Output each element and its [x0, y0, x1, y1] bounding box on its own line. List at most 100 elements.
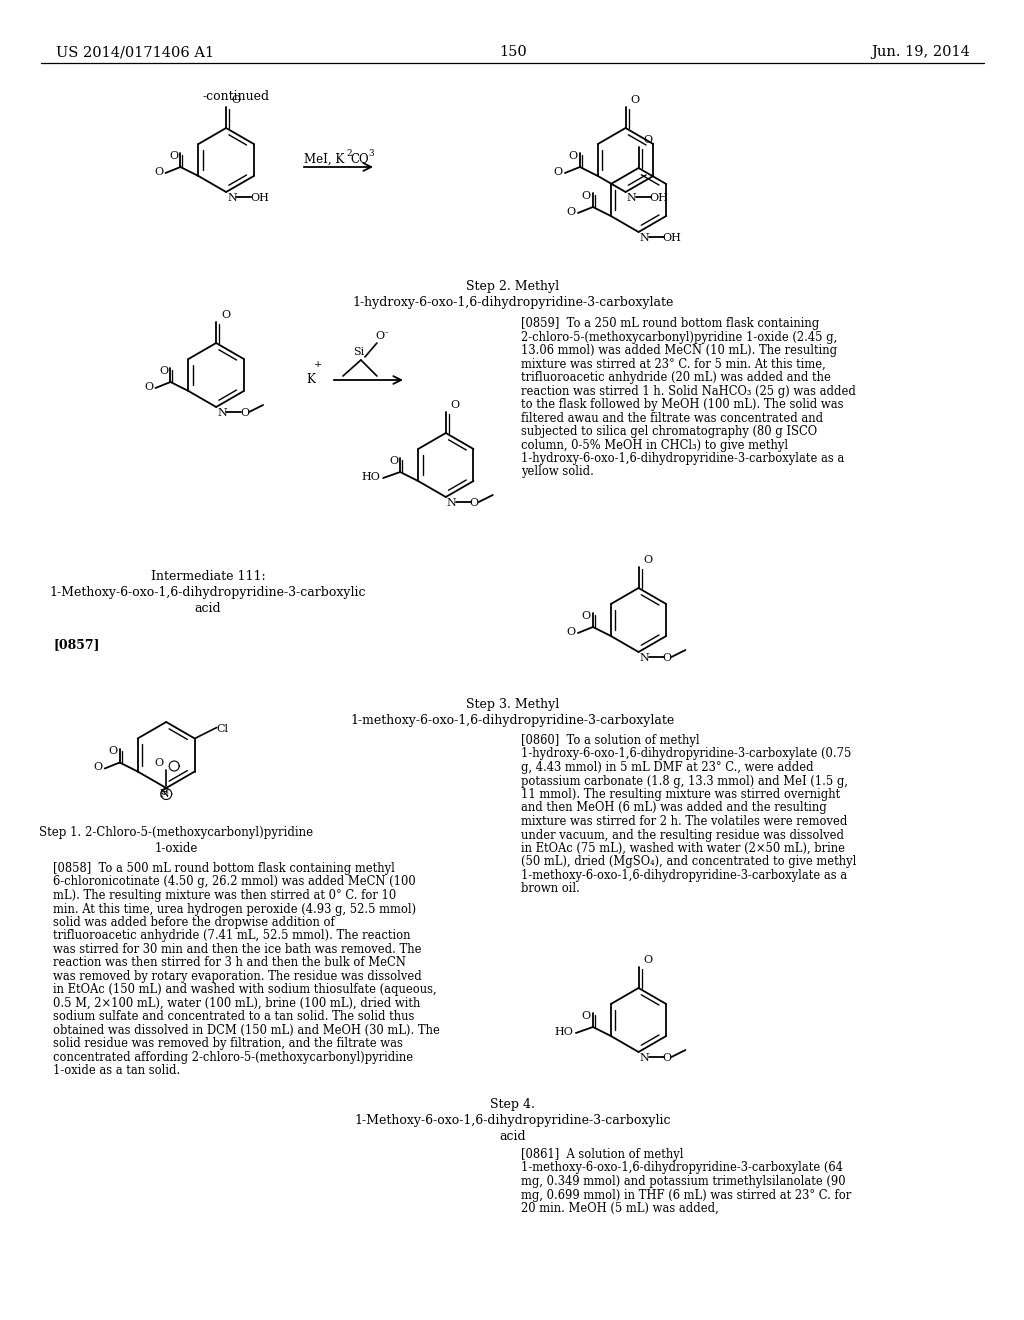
Text: N: N — [640, 1053, 649, 1063]
Text: [0861]  A solution of methyl: [0861] A solution of methyl — [521, 1148, 683, 1162]
Text: [0858]  To a 500 mL round bottom flask containing methyl: [0858] To a 500 mL round bottom flask co… — [53, 862, 395, 875]
Text: mL). The resulting mixture was then stirred at 0° C. for 10: mL). The resulting mixture was then stir… — [53, 888, 396, 902]
Text: O: O — [240, 408, 249, 418]
Text: 0.5 M, 2×100 mL), water (100 mL), brine (100 mL), dried with: 0.5 M, 2×100 mL), water (100 mL), brine … — [53, 997, 421, 1010]
Text: in EtOAc (150 mL) and washed with sodium thiosulfate (aqueous,: in EtOAc (150 mL) and washed with sodium… — [53, 983, 437, 997]
Text: solid was added before the dropwise addition of: solid was added before the dropwise addi… — [53, 916, 335, 929]
Text: 1-hydroxy-6-oxo-1,6-dihydropyridine-3-carboxylate: 1-hydroxy-6-oxo-1,6-dihydropyridine-3-ca… — [352, 296, 674, 309]
Text: 6-chloronicotinate (4.50 g, 26.2 mmol) was added MeCN (100: 6-chloronicotinate (4.50 g, 26.2 mmol) w… — [53, 875, 416, 888]
Text: min. At this time, urea hydrogen peroxide (4.93 g, 52.5 mmol): min. At this time, urea hydrogen peroxid… — [53, 903, 417, 916]
Text: Step 1. 2-Chloro-5-(methoxycarbonyl)pyridine: Step 1. 2-Chloro-5-(methoxycarbonyl)pyri… — [39, 826, 313, 840]
Text: Step 4.: Step 4. — [490, 1098, 536, 1111]
Text: K: K — [306, 374, 315, 385]
Text: [0857]: [0857] — [53, 638, 100, 651]
Text: CO: CO — [350, 153, 369, 166]
Text: O: O — [169, 150, 178, 161]
Text: OH: OH — [649, 193, 669, 203]
Text: 1-methoxy-6-oxo-1,6-dihydropyridine-3-carboxylate as a: 1-methoxy-6-oxo-1,6-dihydropyridine-3-ca… — [521, 869, 847, 882]
Text: trifluoroacetic anhydride (7.41 mL, 52.5 mmol). The reaction: trifluoroacetic anhydride (7.41 mL, 52.5… — [53, 929, 411, 942]
Text: g, 4.43 mmol) in 5 mL DMF at 23° C., were added: g, 4.43 mmol) in 5 mL DMF at 23° C., wer… — [521, 762, 813, 774]
Text: 150: 150 — [499, 45, 526, 59]
Text: brown oil.: brown oil. — [521, 883, 580, 895]
Text: O: O — [154, 758, 163, 768]
Text: O: O — [231, 95, 241, 106]
Text: O: O — [375, 331, 384, 341]
Text: O: O — [631, 95, 640, 106]
Text: 20 min. MeOH (5 mL) was added,: 20 min. MeOH (5 mL) was added, — [521, 1203, 719, 1214]
Text: 13.06 mmol) was added MeCN (10 mL). The resulting: 13.06 mmol) was added MeCN (10 mL). The … — [521, 345, 837, 356]
Text: column, 0-5% MeOH in CHCl₃) to give methyl: column, 0-5% MeOH in CHCl₃) to give meth… — [521, 438, 787, 451]
Text: 1-Methoxy-6-oxo-1,6-dihydropyridine-3-carboxylic: 1-Methoxy-6-oxo-1,6-dihydropyridine-3-ca… — [354, 1114, 671, 1127]
Text: (50 mL), dried (MgSO₄), and concentrated to give methyl: (50 mL), dried (MgSO₄), and concentrated… — [521, 855, 856, 869]
Text: US 2014/0171406 A1: US 2014/0171406 A1 — [56, 45, 214, 59]
Text: N: N — [446, 498, 457, 508]
Text: under vacuum, and the resulting residue was dissolved: under vacuum, and the resulting residue … — [521, 829, 844, 842]
Text: 2: 2 — [346, 149, 351, 158]
Text: O: O — [643, 954, 652, 965]
Text: [0859]  To a 250 mL round bottom flask containing: [0859] To a 250 mL round bottom flask co… — [521, 317, 819, 330]
Text: O: O — [93, 763, 102, 772]
Text: O: O — [144, 381, 154, 392]
Text: Step 3. Methyl: Step 3. Methyl — [466, 698, 559, 711]
Text: was stirred for 30 min and then the ice bath was removed. The: was stirred for 30 min and then the ice … — [53, 942, 422, 956]
Text: O: O — [451, 400, 460, 411]
Text: yellow solid.: yellow solid. — [521, 466, 594, 479]
Text: in EtOAc (75 mL), washed with water (2×50 mL), brine: in EtOAc (75 mL), washed with water (2×5… — [521, 842, 845, 855]
Text: HO: HO — [361, 473, 380, 482]
Text: mixture was stirred at 23° C. for 5 min. At this time,: mixture was stirred at 23° C. for 5 min.… — [521, 358, 825, 371]
Text: 1-hydroxy-6-oxo-1,6-dihydropyridine-3-carboxylate (0.75: 1-hydroxy-6-oxo-1,6-dihydropyridine-3-ca… — [521, 747, 851, 760]
Text: Jun. 19, 2014: Jun. 19, 2014 — [871, 45, 970, 59]
Text: -continued: -continued — [203, 90, 269, 103]
Text: 1-oxide: 1-oxide — [155, 842, 198, 855]
Text: O: O — [582, 611, 591, 620]
Text: ⁻: ⁻ — [383, 330, 388, 339]
Text: reaction was stirred 1 h. Solid NaHCO₃ (25 g) was added: reaction was stirred 1 h. Solid NaHCO₃ (… — [521, 384, 856, 397]
Text: potassium carbonate (1.8 g, 13.3 mmol) and MeI (1.5 g,: potassium carbonate (1.8 g, 13.3 mmol) a… — [521, 775, 848, 788]
Text: 1-methoxy-6-oxo-1,6-dihydropyridine-3-carboxylate: 1-methoxy-6-oxo-1,6-dihydropyridine-3-ca… — [350, 714, 675, 727]
Text: O: O — [567, 207, 575, 216]
Text: Si: Si — [353, 347, 365, 356]
Text: trifluoroacetic anhydride (20 mL) was added and the: trifluoroacetic anhydride (20 mL) was ad… — [521, 371, 830, 384]
Text: mixture was stirred for 2 h. The volatiles were removed: mixture was stirred for 2 h. The volatil… — [521, 814, 847, 828]
Text: and then MeOH (6 mL) was added and the resulting: and then MeOH (6 mL) was added and the r… — [521, 801, 826, 814]
Text: concentrated affording 2-chloro-5-(methoxycarbonyl)pyridine: concentrated affording 2-chloro-5-(metho… — [53, 1051, 414, 1064]
Text: MeI, K: MeI, K — [304, 153, 344, 166]
Text: ⊕: ⊕ — [160, 788, 168, 797]
Text: 1-Methoxy-6-oxo-1,6-dihydropyridine-3-carboxylic: 1-Methoxy-6-oxo-1,6-dihydropyridine-3-ca… — [50, 586, 367, 599]
Text: acid: acid — [195, 602, 221, 615]
Text: 3: 3 — [368, 149, 374, 158]
Text: reaction was then stirred for 3 h and then the bulk of MeCN: reaction was then stirred for 3 h and th… — [53, 957, 407, 969]
Text: N: N — [160, 789, 169, 799]
Text: O: O — [221, 310, 230, 319]
Text: O: O — [109, 747, 118, 756]
Text: subjected to silica gel chromatography (80 g ISCO: subjected to silica gel chromatography (… — [521, 425, 817, 438]
Text: O: O — [582, 191, 591, 201]
Text: solid residue was removed by filtration, and the filtrate was: solid residue was removed by filtration,… — [53, 1038, 403, 1051]
Text: N: N — [217, 408, 227, 418]
Text: O: O — [567, 627, 575, 638]
Text: O: O — [663, 1053, 672, 1063]
Text: filtered awau and the filtrate was concentrated and: filtered awau and the filtrate was conce… — [521, 412, 823, 425]
Text: OH: OH — [663, 234, 681, 243]
Text: N: N — [640, 653, 649, 663]
Text: Step 2. Methyl: Step 2. Methyl — [466, 280, 559, 293]
Text: [0860]  To a solution of methyl: [0860] To a solution of methyl — [521, 734, 699, 747]
Text: OH: OH — [250, 193, 269, 203]
Text: O: O — [643, 554, 652, 565]
Text: O: O — [155, 168, 164, 177]
Text: Cl: Cl — [217, 725, 228, 734]
Text: 1-methoxy-6-oxo-1,6-dihydropyridine-3-carboxylate (64: 1-methoxy-6-oxo-1,6-dihydropyridine-3-ca… — [521, 1162, 843, 1175]
Text: sodium sulfate and concentrated to a tan solid. The solid thus: sodium sulfate and concentrated to a tan… — [53, 1011, 415, 1023]
Text: 1-oxide as a tan solid.: 1-oxide as a tan solid. — [53, 1064, 180, 1077]
Text: 11 mmol). The resulting mixture was stirred overnight: 11 mmol). The resulting mixture was stir… — [521, 788, 840, 801]
Text: mg, 0.349 mmol) and potassium trimethylsilanolate (90: mg, 0.349 mmol) and potassium trimethyls… — [521, 1175, 846, 1188]
Text: obtained was dissolved in DCM (150 mL) and MeOH (30 mL). The: obtained was dissolved in DCM (150 mL) a… — [53, 1024, 440, 1038]
Text: N: N — [227, 193, 237, 203]
Text: N: N — [627, 193, 636, 203]
Text: acid: acid — [500, 1130, 526, 1143]
Text: O: O — [389, 455, 398, 466]
Text: to the flask followed by MeOH (100 mL). The solid was: to the flask followed by MeOH (100 mL). … — [521, 399, 843, 411]
Text: O: O — [554, 168, 563, 177]
Text: O: O — [568, 150, 578, 161]
Text: O: O — [160, 366, 169, 376]
